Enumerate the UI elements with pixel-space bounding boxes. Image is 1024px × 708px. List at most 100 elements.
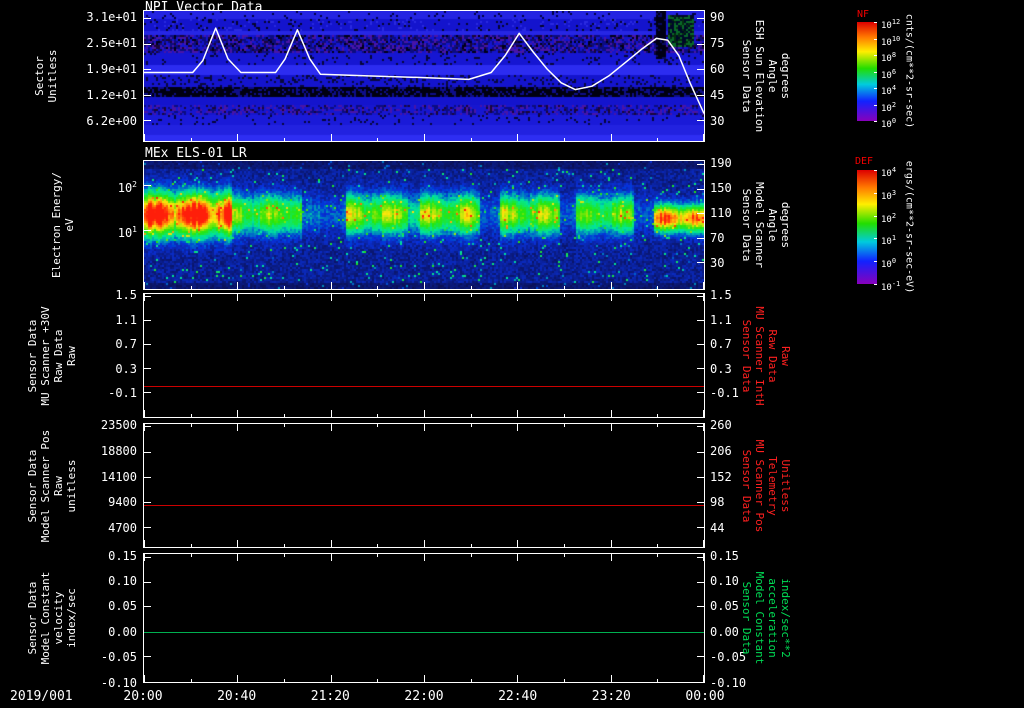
x-tick-mark [284, 138, 285, 141]
x-tick-mark [331, 410, 332, 417]
colorbar-tick-mark [874, 72, 877, 73]
left-axis-tick-label: 0.10 [108, 573, 137, 588]
x-tick-mark [237, 294, 238, 301]
left-axis-tick-label: 23500 [100, 418, 137, 432]
def-colorbar [857, 170, 877, 284]
x-tick-mark [611, 424, 612, 431]
y-tick-mark [697, 452, 704, 453]
y-tick-mark [697, 502, 704, 503]
x-tick-mark [331, 294, 332, 301]
y-tick-mark [697, 344, 704, 345]
left-axis-tick-label: 101 [117, 225, 137, 241]
y-tick-mark [144, 18, 151, 19]
left-axis-tick-label: 3.1e+01 [86, 9, 137, 24]
y-tick-mark [697, 527, 704, 528]
x-tick-mark [424, 282, 425, 289]
panel-title-els: MEx ELS-01 LR [145, 146, 247, 161]
x-tick-mark [611, 554, 612, 561]
x-tick-mark [611, 282, 612, 289]
right-axis-tick-label: 44 [710, 521, 725, 535]
x-tick-mark [284, 679, 285, 682]
x-tick-mark [191, 138, 192, 141]
right-axis-tick-label: 0.05 [710, 599, 739, 614]
y-tick-mark [697, 120, 704, 121]
colorbar-tick-label: 10-1 [881, 280, 901, 293]
x-tick-mark [424, 540, 425, 547]
x-tick-mark [424, 675, 425, 682]
x-tick-mark [703, 424, 704, 431]
x-tick-mark [703, 540, 704, 547]
def-colorbar-name: DEF [855, 156, 874, 167]
y-tick-mark [144, 95, 151, 96]
nf-colorbar-name: NF [857, 9, 870, 20]
colorbar-tick-label: 101 [881, 234, 897, 248]
colorbar-tick-mark [874, 170, 877, 171]
x-tick-mark [377, 554, 378, 557]
y-tick-mark [697, 69, 704, 70]
left-axis-tick-label: 1.9e+01 [86, 62, 137, 76]
colorbar-tick-label: 103 [881, 188, 897, 202]
right-axis-tick-label: 1.5 [710, 288, 732, 302]
x-tick-mark [424, 134, 425, 141]
x-tick-mark [144, 554, 145, 561]
x-axis-tick-label: 23:20 [591, 689, 631, 704]
x-axis-tick-label: 22:40 [498, 689, 538, 704]
colorbar-tick-label: 104 [881, 166, 897, 179]
nf-colorbar [857, 22, 877, 121]
x-tick-mark [284, 554, 285, 557]
x-tick-mark [517, 424, 518, 431]
right-axis-tick-label: 30 [710, 255, 725, 270]
x-tick-mark [377, 286, 378, 289]
right-axis-tick-label: 60 [710, 62, 725, 76]
x-tick-mark [657, 286, 658, 289]
right-axis-tick-label: 0.00 [710, 625, 739, 640]
left-axis-tick-label: 1.1 [115, 312, 137, 327]
right-axis-tick-label: -0.1 [710, 386, 739, 400]
x-tick-mark [564, 679, 565, 682]
right-axis-tick-label: 152 [710, 470, 732, 484]
y-tick-mark [144, 230, 151, 231]
left-axis-tick-label: 0.00 [108, 625, 137, 640]
x-tick-mark [657, 679, 658, 682]
right-axis-tick-label: 150 [710, 180, 732, 195]
x-tick-mark [331, 540, 332, 547]
colorbar-tick-mark [874, 22, 877, 23]
left-axis-tick-label: -0.1 [108, 386, 137, 400]
right-axis-tick-label: 98 [710, 495, 725, 509]
x-tick-mark [517, 675, 518, 682]
x-tick-mark [191, 414, 192, 417]
right-axis-tick-label: -0.10 [710, 676, 747, 690]
x-tick-mark [657, 294, 658, 297]
y-tick-mark [144, 527, 151, 528]
left-axis-label: Sensor Data Model Constant velocity inde… [26, 571, 78, 665]
y-tick-mark [697, 18, 704, 19]
right-axis-label: Unitless Telemetry MU Scanner Pos Sensor… [740, 439, 792, 532]
x-tick-mark [331, 282, 332, 289]
x-tick-mark [284, 414, 285, 417]
x-axis-date-label: 2019/001 [10, 689, 73, 704]
y-tick-mark [697, 426, 704, 427]
sun-elevation-overlay-line [144, 27, 704, 114]
left-axis-tick-label: 102 [117, 179, 137, 195]
y-tick-mark [697, 262, 704, 263]
colorbar-tick-mark [874, 284, 877, 285]
right-axis-tick-label: 260 [710, 418, 732, 432]
left-axis-tick-label: 1.2e+01 [86, 88, 137, 102]
x-tick-mark [331, 554, 332, 561]
x-tick-mark [284, 544, 285, 547]
y-tick-mark [697, 164, 704, 165]
x-tick-mark [471, 294, 472, 297]
x-axis-tick-label: 20:40 [217, 689, 257, 704]
els-spectrogram-canvas [144, 161, 704, 289]
x-tick-mark [657, 414, 658, 417]
y-tick-mark [697, 189, 704, 190]
x-tick-mark [471, 138, 472, 141]
x-tick-mark [471, 554, 472, 557]
left-axis-tick-label: 0.05 [108, 599, 137, 614]
model-constant-line-panel [143, 553, 705, 683]
x-tick-mark [237, 675, 238, 682]
npi-spectrogram-panel [143, 10, 705, 142]
right-axis-tick-label: 0.7 [710, 337, 732, 351]
x-tick-mark [611, 134, 612, 141]
left-axis-tick-label: 0.15 [108, 548, 137, 563]
